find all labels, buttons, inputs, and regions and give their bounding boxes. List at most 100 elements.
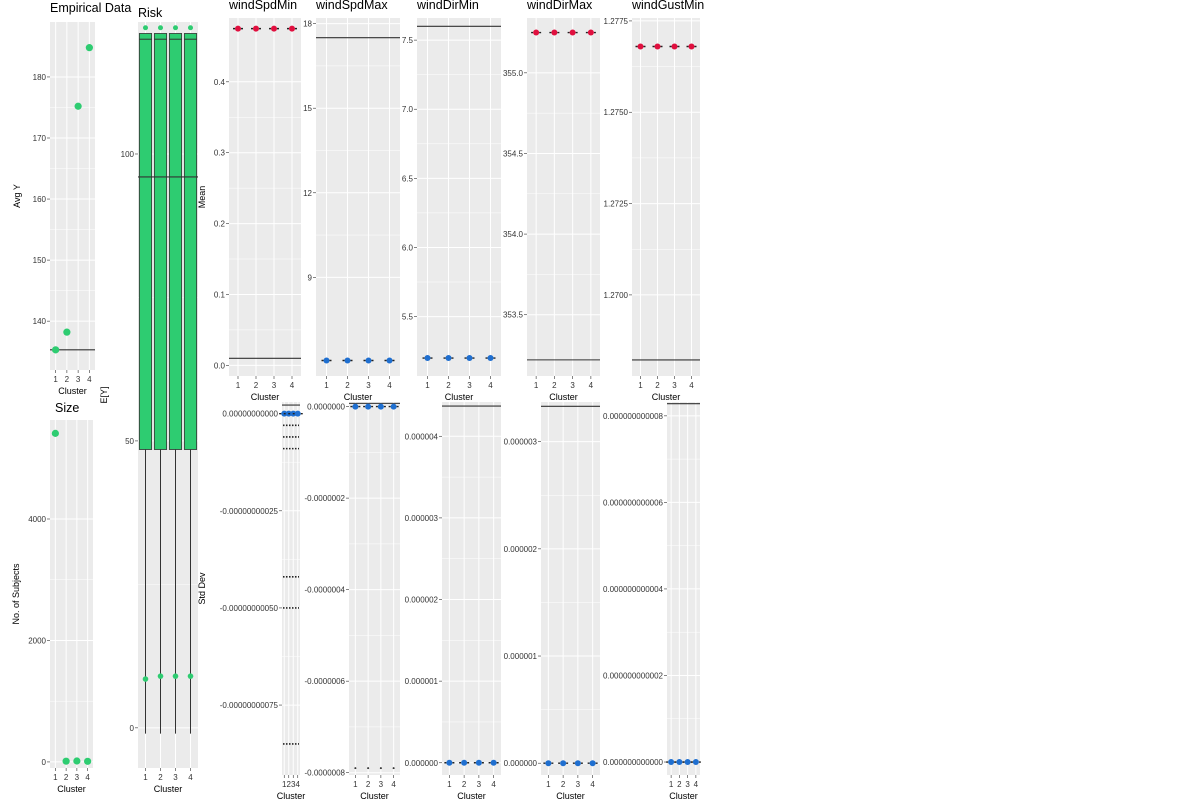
x-tick-label: 4 bbox=[290, 381, 295, 390]
panel-title: windDirMin bbox=[416, 0, 479, 12]
panel-avg-y: 140 150 160 170 180 1 2 3 4 Empirical Data Cluster… bbox=[12, 1, 131, 396]
small-dot bbox=[354, 767, 357, 770]
x-tick-label: 4 bbox=[188, 773, 193, 782]
x-tick-label: 3 bbox=[467, 381, 472, 390]
panel-background bbox=[527, 18, 600, 376]
bar-low-marker bbox=[142, 676, 149, 682]
y-tick-label: 50 bbox=[125, 437, 134, 446]
y-tick-label: 0.1 bbox=[214, 290, 226, 299]
data-point bbox=[386, 357, 393, 364]
x-tick-label: 4 bbox=[491, 780, 496, 789]
data-point bbox=[344, 357, 351, 364]
data-point bbox=[271, 25, 277, 32]
panel-title: Size bbox=[55, 401, 79, 415]
panel-background bbox=[316, 18, 400, 376]
x-axis-label: Cluster bbox=[652, 392, 681, 402]
y-tick-label: 0.0 bbox=[214, 361, 226, 370]
y-tick-label: 1.2750 bbox=[604, 108, 629, 117]
y-tick-label: 170 bbox=[33, 134, 47, 143]
x-tick-label: 3 bbox=[173, 773, 178, 782]
data-point bbox=[688, 43, 695, 50]
small-dot bbox=[392, 767, 395, 770]
x-tick-label: 1 bbox=[236, 381, 241, 390]
panel-background bbox=[50, 420, 93, 768]
panel-wdmin-sd: 0.000000 0.000001 0.000002 0.000003 0.000004… bbox=[405, 402, 501, 800]
y-tick-label: 12 bbox=[303, 189, 312, 198]
panel-wgmin-mean: 1.2700 1.2725 1.2750 1.2775 1 2 3 4 windGustMin C… bbox=[604, 0, 705, 402]
y-tick-label: 354.0 bbox=[503, 230, 524, 239]
panel-background bbox=[442, 402, 501, 775]
data-point bbox=[323, 357, 330, 364]
panel-wdmax-sd: 0.000000 0.000001 0.000002 0.000003 1 2 3 4 Clus… bbox=[504, 402, 600, 800]
y-tick-label: 0.000000000004 bbox=[603, 585, 664, 594]
x-tick-label: 3 bbox=[366, 381, 371, 390]
y-tick-label: 1.2725 bbox=[604, 200, 629, 209]
bar bbox=[138, 33, 153, 450]
y-axis-label: Mean bbox=[197, 186, 207, 209]
y-tick-label: 9 bbox=[308, 273, 313, 282]
x-tick-label: 3 bbox=[379, 780, 384, 789]
data-point bbox=[461, 759, 468, 766]
y-tick-label: -0.00000000075 bbox=[220, 701, 279, 710]
panel-wdmax-mean: 353.5 354.0 354.5 355.0 1 2 3 4 windDirMax Cluste… bbox=[503, 0, 600, 402]
x-tick-label: 4 bbox=[689, 381, 694, 390]
x-tick-label: 3 bbox=[477, 780, 482, 789]
data-point bbox=[352, 403, 359, 410]
data-point bbox=[377, 403, 384, 410]
y-tick-label: 0.000000000000 bbox=[603, 758, 664, 767]
x-tick-label: 1 bbox=[425, 381, 430, 390]
y-tick-label: 15 bbox=[303, 104, 312, 113]
y-axis-label: Std Dev bbox=[197, 572, 207, 605]
panel-wsmin-mean: 0.0 0.1 0.2 0.3 0.4 1 2 3 4 windSpdMin Cluster Mean bbox=[197, 0, 301, 402]
data-point bbox=[466, 355, 473, 362]
x-tick-label: 4 bbox=[590, 780, 595, 789]
bar-top-marker bbox=[158, 25, 163, 31]
data-point bbox=[84, 757, 92, 765]
y-tick-label: 7.5 bbox=[402, 36, 414, 45]
y-tick-label: 5.5 bbox=[402, 313, 414, 322]
y-tick-label: -0.0000002 bbox=[305, 494, 346, 503]
y-tick-label: 0.2 bbox=[214, 220, 226, 229]
y-tick-label: 0.000000000008 bbox=[603, 412, 664, 421]
y-tick-label: 0.000003 bbox=[504, 438, 538, 447]
panel-wsmin-sd: 0.00000000000 -0.00000000025 -0.0000000005… bbox=[197, 402, 305, 800]
panel-background bbox=[229, 18, 301, 376]
y-tick-label: 0.000000000006 bbox=[603, 498, 664, 507]
panel-wdmin-mean: 5.5 6.0 6.5 7.0 7.5 1 2 3 4 windDirMin Cluster bbox=[402, 0, 501, 402]
x-tick-label: 3 bbox=[570, 381, 575, 390]
panel-background bbox=[349, 402, 400, 775]
x-tick-label: 1 bbox=[353, 780, 358, 789]
data-point bbox=[587, 29, 594, 36]
x-tick-label: 3 bbox=[576, 780, 581, 789]
x-tick-label: 1 bbox=[447, 780, 452, 789]
x-tick-label: 2 bbox=[254, 381, 259, 390]
y-tick-label: -0.0000004 bbox=[305, 586, 346, 595]
data-point bbox=[487, 355, 494, 362]
data-point bbox=[574, 760, 581, 767]
data-point bbox=[589, 760, 596, 767]
x-tick-label: 4 bbox=[391, 780, 396, 789]
panel-background bbox=[541, 402, 600, 775]
data-point bbox=[671, 43, 678, 50]
x-tick-label: 2 bbox=[561, 780, 566, 789]
data-point bbox=[637, 43, 644, 50]
data-point bbox=[654, 43, 661, 50]
y-tick-label: 0.000002 bbox=[405, 596, 439, 605]
x-tick-label: 1 bbox=[669, 780, 674, 789]
data-point bbox=[294, 410, 301, 417]
y-axis-label: E[Y] bbox=[99, 386, 109, 403]
y-tick-label: 0.000003 bbox=[405, 514, 439, 523]
x-tick-label: 3 bbox=[685, 780, 690, 789]
data-point bbox=[533, 29, 540, 36]
y-tick-label: 160 bbox=[33, 195, 47, 204]
y-tick-label: 355.0 bbox=[503, 69, 524, 78]
data-point bbox=[85, 44, 93, 52]
data-point bbox=[551, 29, 558, 36]
y-tick-label: 150 bbox=[33, 256, 47, 265]
x-tick-label: 4 bbox=[85, 773, 90, 782]
panel-title: windGustMin bbox=[631, 0, 704, 12]
x-tick-label: 2 bbox=[287, 780, 292, 789]
y-tick-label: 1.2775 bbox=[604, 17, 629, 26]
x-tick-label: 2 bbox=[345, 381, 350, 390]
